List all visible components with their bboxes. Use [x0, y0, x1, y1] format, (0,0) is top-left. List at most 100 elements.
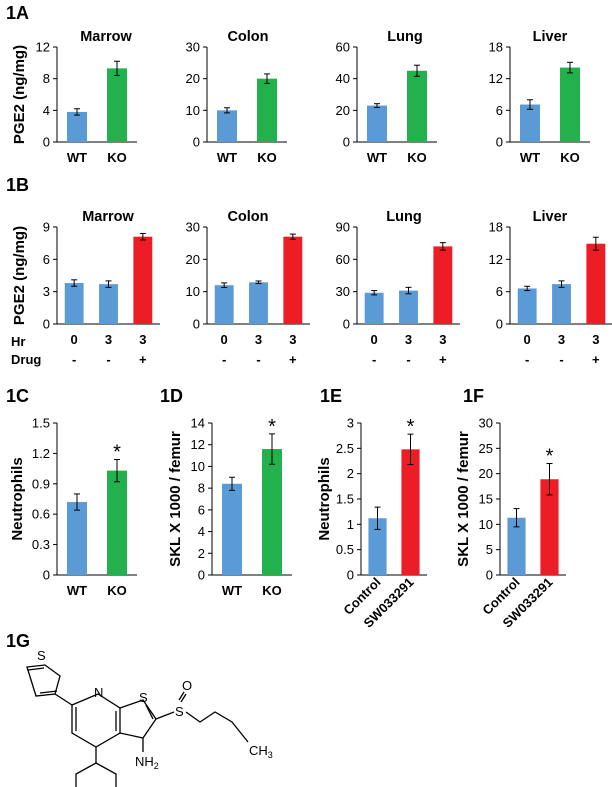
- chart-title: Liver: [533, 29, 568, 45]
- y-tick-label: 30: [186, 40, 200, 55]
- y-tick-label: 0: [43, 317, 50, 332]
- chart-1b-lung: 0 30 60 90 Lung 0 - 3 - 3 +: [336, 209, 460, 367]
- bar: [217, 110, 237, 142]
- bar: [407, 70, 427, 142]
- category-label: 3: [405, 332, 412, 347]
- ring-n-label: N: [94, 685, 103, 700]
- chart-title: Colon: [227, 29, 268, 45]
- bar: [99, 284, 118, 324]
- chart-title: Colon: [227, 209, 268, 225]
- category-label: WT: [520, 150, 540, 165]
- y-tick-label: 18: [489, 40, 503, 55]
- y-tick-label: 14: [191, 416, 205, 431]
- y-tick-label: 15: [479, 492, 493, 507]
- drug-indicator: -: [525, 352, 529, 367]
- y-tick-label: 3: [347, 416, 354, 431]
- drug-indicator: -: [372, 352, 376, 367]
- y-tick-label: 8: [198, 481, 205, 496]
- bar: [222, 483, 242, 575]
- bar: [520, 104, 540, 142]
- y-tick-label: 0: [193, 317, 200, 332]
- chart-1a-liver: 0 6 12 18 Liver WT KO: [489, 29, 590, 165]
- category-label: WT: [67, 150, 87, 165]
- chart-1b-marrow: 0 3 6 9 Marrow PGE2 (ng/mg) 0 - 3 - 3 +: [11, 209, 160, 367]
- chart-title: Marrow: [80, 29, 132, 45]
- y-tick-label: 0: [343, 317, 350, 332]
- drug-indicator: -: [406, 352, 410, 367]
- category-label: 0: [524, 332, 531, 347]
- y-tick-label: 30: [186, 220, 200, 235]
- methyl-label: CH3: [249, 743, 273, 760]
- category-label: WT: [222, 583, 242, 598]
- bar: [67, 502, 87, 575]
- drug-indicator: +: [289, 352, 297, 367]
- y-tick-label: 0: [198, 568, 205, 583]
- y-tick-label: 0: [43, 568, 50, 583]
- category-label: 3: [139, 332, 146, 347]
- y-axis-label: PGE2 (ng/mg): [11, 226, 28, 325]
- butyl-chain: [185, 711, 249, 743]
- bar: [433, 246, 453, 324]
- bar: [368, 518, 387, 575]
- y-tick-label: 1.5: [336, 492, 354, 507]
- chart-title: Lung: [386, 209, 421, 225]
- fused-thiophene-ring: [119, 699, 157, 739]
- y-tick-label: 60: [336, 40, 350, 55]
- chart-1c-neutrophils: 0 0.3 0.6 0.9 1.2 1.5 Neutrophils WT * KO: [9, 416, 137, 598]
- y-tick-label: 1.2: [32, 446, 50, 461]
- chart-1a-lung: 0 20 40 60 Lung WT KO: [336, 29, 437, 165]
- y-tick-label: 4: [198, 524, 205, 539]
- bar: [540, 479, 559, 575]
- drug-indicator: -: [256, 352, 260, 367]
- bar: [257, 78, 277, 142]
- panel-label-1a: 1A: [6, 3, 29, 23]
- y-tick-label: 0: [486, 568, 493, 583]
- y-tick-label: 6: [198, 502, 205, 517]
- y-axis-label: Neutrophils: [9, 457, 26, 540]
- category-label: 3: [439, 332, 446, 347]
- y-tick-label: 0: [347, 568, 354, 583]
- significance-star: *: [268, 416, 276, 438]
- drug-row-label: Drug: [11, 352, 41, 367]
- y-tick-label: 0.9: [32, 476, 50, 491]
- bar: [560, 67, 580, 142]
- category-label: KO: [262, 583, 282, 598]
- y-tick-label: 20: [186, 71, 200, 86]
- chart-title: Lung: [387, 29, 422, 45]
- bar: [107, 470, 127, 575]
- category-label: KO: [257, 150, 277, 165]
- hr-row-label: Hr: [11, 334, 25, 349]
- panel-label-1c: 1C: [6, 386, 29, 406]
- y-tick-label: 4: [43, 103, 50, 118]
- bar: [133, 236, 153, 324]
- panel-label-1e: 1E: [320, 386, 342, 406]
- y-tick-label: 12: [489, 71, 503, 86]
- thiophene-s-label: S: [37, 648, 46, 663]
- y-axis-label: PGE2 (ng/mg): [11, 45, 28, 144]
- bar: [107, 68, 127, 142]
- y-tick-label: 0: [496, 135, 503, 150]
- bar: [517, 288, 537, 324]
- y-tick-label: 10: [186, 103, 200, 118]
- y-tick-label: 12: [489, 252, 503, 267]
- y-tick-label: 0: [496, 317, 503, 332]
- y-tick-label: 8: [43, 71, 50, 86]
- y-tick-label: 60: [336, 252, 350, 267]
- y-tick-label: 3: [43, 284, 50, 299]
- y-tick-label: 10: [479, 517, 493, 532]
- category-label: 3: [255, 332, 262, 347]
- drug-indicator: +: [592, 352, 600, 367]
- y-tick-label: 2: [198, 546, 205, 561]
- chart-1a-colon: 0 10 20 30 Colon WT KO: [186, 29, 287, 165]
- bar: [364, 292, 384, 324]
- y-tick-label: 12: [191, 437, 205, 452]
- panel-label-1b: 1B: [6, 175, 29, 195]
- y-tick-label: 2: [347, 466, 354, 481]
- bar: [367, 105, 387, 142]
- category-label: 3: [289, 332, 296, 347]
- bar: [262, 449, 282, 575]
- y-tick-label: 0: [43, 135, 50, 150]
- drug-indicator: -: [106, 352, 110, 367]
